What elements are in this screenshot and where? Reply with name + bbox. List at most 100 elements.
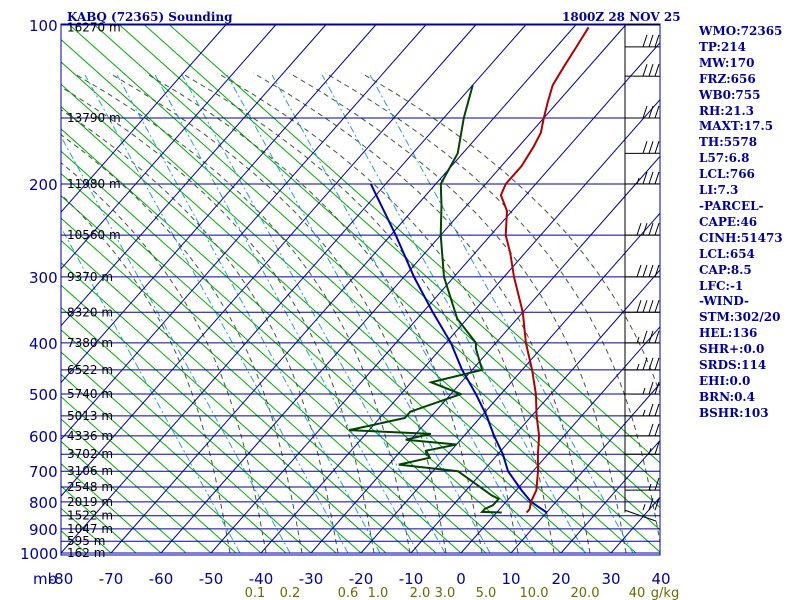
dry-adiabat (61, 306, 337, 554)
wind-barb-flag (654, 330, 660, 344)
wind-barb-flag (642, 105, 648, 119)
isotherm-lines (61, 24, 660, 554)
moist-adiabat (325, 72, 660, 545)
index-item: LFC:-1 (699, 278, 744, 293)
pressure-tick-label: 100 (29, 17, 58, 35)
mixing-ratio-line (271, 74, 536, 554)
mixing-ratio-line (321, 74, 586, 554)
height-label: 162 m (67, 546, 105, 560)
dry-adiabat (0, 0, 11, 553)
pressure-tick-label: 600 (29, 428, 58, 446)
index-item: -WIND- (699, 294, 749, 309)
indices-panel: WMO:72365 TP:214 MW:170 FRZ:656 WB0:755 RH:21… (699, 24, 783, 422)
mixing-ratio-label: 2.0 (410, 586, 431, 600)
isotherm-line (61, 24, 277, 270)
mixing-ratio-label: 0.2 (280, 586, 301, 600)
temperature-tick-label: 30 (601, 570, 620, 588)
pressure-tick-label: 1000 (20, 545, 58, 563)
moist-adiabat (181, 72, 519, 554)
pressure-tick-label: 200 (29, 176, 58, 194)
height-label: 5740 m (67, 387, 113, 401)
temperature-tick-label: -40 (249, 570, 274, 588)
moist-adiabat (361, 72, 660, 395)
plot-border (60, 23, 661, 556)
index-item: LCL:654 (699, 246, 755, 261)
wind-barb-flag (661, 424, 665, 436)
wind-barb-flag (648, 264, 654, 278)
wind-barb-flag (642, 330, 648, 344)
index-item: TH:5578 (699, 135, 758, 150)
index-item: WMO:72365 (699, 24, 783, 38)
pressure-tick-label: 900 (29, 521, 58, 539)
station-title: KABQ (72365) Sounding (67, 10, 233, 24)
height-label: 9370 m (67, 270, 113, 284)
index-item: WB0:755 (699, 87, 761, 102)
wind-barb-flag (642, 300, 648, 313)
wind-barb-flag (642, 141, 648, 154)
wind-barb-flag (661, 331, 665, 343)
pressure-tick-label: 400 (29, 335, 58, 353)
dry-adiabat (61, 373, 262, 554)
wind-barb-flag (661, 106, 665, 118)
pressure-unit-label: mb (33, 570, 57, 588)
wind-barb-flag (642, 222, 648, 236)
wind-barb-flag (642, 34, 648, 48)
index-item: L57:6.8 (699, 151, 750, 166)
isotherm-line (61, 24, 327, 327)
wind-barb-flag (648, 381, 654, 395)
height-label: 4336 m (67, 429, 113, 443)
moist-adiabat (145, 72, 483, 554)
index-item: CAPE:46 (699, 214, 758, 229)
height-label: 10560 m (67, 228, 121, 242)
wind-barb-flag (661, 35, 665, 47)
moist-adiabat (73, 72, 411, 554)
dry-adiabat (61, 351, 287, 554)
height-label: 595 m (67, 534, 105, 548)
wind-barb-flag (648, 357, 654, 371)
mixing-ratio-line (116, 74, 381, 554)
wind-barb-flag (661, 498, 665, 510)
isotherm-line (61, 24, 227, 213)
index-item: FRZ:656 (699, 71, 756, 86)
wind-barb (624, 509, 657, 522)
wind-barb-flag (648, 105, 654, 119)
wind-barb-flag (636, 264, 642, 278)
dry-adiabat (61, 418, 212, 554)
moist-adiabat (289, 72, 627, 554)
mixing-ratio-label: 0.6 (338, 586, 359, 600)
wind-barb-flag (661, 358, 665, 370)
wind-barb-half (636, 177, 640, 185)
wind-barb-flag (648, 141, 654, 154)
wind-barb-half (642, 504, 646, 511)
wind-barb-flag (636, 222, 642, 236)
temperature-tick-label: -80 (49, 570, 74, 588)
wind-barb-flag (654, 171, 660, 185)
wind-barb-flag (661, 478, 665, 490)
index-item: RH:21.3 (699, 103, 754, 118)
mixing-ratio-line (84, 74, 349, 554)
height-label: 5013 m (67, 409, 113, 423)
mixing-ratio-line (226, 74, 491, 554)
pressure-tick-label: 500 (29, 386, 58, 404)
dry-adiabat (61, 329, 312, 554)
wind-barb-flag (654, 34, 660, 48)
wind-barb-flag (654, 64, 660, 77)
wind-barb-flag (642, 171, 648, 185)
wind-barb-half (636, 363, 640, 371)
isotherm-line (61, 24, 527, 554)
dry-adiabat (61, 440, 187, 554)
mixing-ratio-line (61, 135, 291, 554)
isotherm-line (160, 24, 627, 554)
temperature-tick-label: 20 (551, 570, 570, 588)
wind-barb-flag (654, 423, 660, 437)
index-item: BSHR:103 (699, 405, 769, 420)
wind-barb-flag (654, 477, 660, 491)
wind-barb-flag (654, 403, 660, 417)
mixing-ratio-label: 1.0 (368, 586, 389, 600)
wind-barb-flag (654, 442, 660, 455)
moist-adiabat (61, 162, 267, 554)
mixing-ratio-label: 0.1 (245, 586, 266, 600)
mixing-ratio-label: 10.0 (520, 586, 549, 600)
